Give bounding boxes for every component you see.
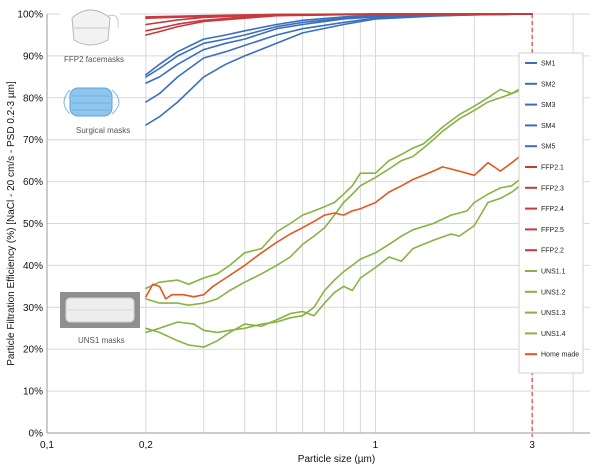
- inset-label: Surgical masks: [76, 126, 130, 135]
- y-tick-label: 30%: [23, 303, 43, 314]
- y-axis-title: Particle Filtration Efficiency (%) [NaCl…: [6, 81, 17, 366]
- y-tick-label: 90%: [23, 51, 43, 62]
- legend-entry: UNS1.2: [541, 289, 566, 296]
- series-line-uns1-2: [145, 174, 534, 334]
- series-line-uns1-4: [145, 84, 534, 307]
- axes: 0% 10% 20% 30% 40% 50% 60% 70% 80% 90% 100% 0,1 0,2 1…: [17, 10, 590, 451]
- y-tick-label: 70%: [23, 135, 43, 146]
- y-tick-label: 10%: [23, 387, 43, 398]
- mask-shape: [69, 87, 113, 117]
- legend-entry: FFP2.1: [541, 165, 564, 172]
- ear-loop: [63, 89, 71, 115]
- legend-entry: FFP2.2: [541, 248, 564, 255]
- y-tick-label: 0%: [29, 429, 44, 440]
- legend-entry: UNS1.1: [541, 269, 566, 276]
- series-line-uns1-3: [145, 76, 534, 290]
- mask-insets: FFP2 facemasks Surgical masks UNS1 masks: [60, 4, 140, 345]
- x-tick-label: 0,2: [139, 440, 153, 451]
- legend-entry: SM2: [541, 81, 556, 88]
- ear-loop: [107, 14, 119, 29]
- y-tick-label: 20%: [23, 345, 43, 356]
- legend-entry: UNS1.4: [541, 331, 566, 338]
- legend: SM1 SM2 SM3 SM4 SM5 FFP2.1 FFP2.3 FFP2.4 FFP2.5 F…: [518, 52, 584, 374]
- series-line-home-made: [145, 147, 534, 300]
- legend-entry: SM4: [541, 123, 556, 130]
- y-tick-label: 80%: [23, 93, 43, 104]
- y-tick-label: 50%: [23, 219, 43, 230]
- x-tick-label: 1: [373, 440, 379, 451]
- ffp2-mask-icon: FFP2 facemasks: [60, 4, 124, 64]
- y-tick-label: 40%: [23, 261, 43, 272]
- x-tick-label: 3: [529, 440, 535, 451]
- y-tick-label: 60%: [23, 177, 43, 188]
- surgical-mask-icon: Surgical masks: [63, 87, 130, 135]
- legend-entry: Home made: [541, 352, 579, 359]
- legend-entry: SM1: [541, 61, 556, 68]
- inset-label: UNS1 masks: [78, 336, 125, 345]
- legend-entry: FFP2.3: [541, 185, 564, 192]
- legend-box: [518, 52, 584, 374]
- ear-loop: [111, 89, 120, 115]
- inset-label: FFP2 facemasks: [64, 55, 124, 64]
- legend-entry: FFP2.4: [541, 206, 564, 213]
- uns1-mask-icon: UNS1 masks: [60, 292, 140, 345]
- y-tick-label: 100%: [17, 10, 43, 21]
- x-axis-title: Particle size (µm): [298, 454, 375, 465]
- plot-area: [145, 13, 534, 348]
- series-line-sm4: [145, 13, 534, 126]
- series-line-ffp2-2: [145, 13, 534, 26]
- legend-entry: SM3: [541, 102, 556, 109]
- legend-entry: SM5: [541, 144, 556, 151]
- legend-entry: FFP2.5: [541, 227, 564, 234]
- series-line-uns1-1: [145, 178, 534, 348]
- x-tick-label: 0,1: [40, 440, 54, 451]
- legend-entry: UNS1.3: [541, 310, 566, 317]
